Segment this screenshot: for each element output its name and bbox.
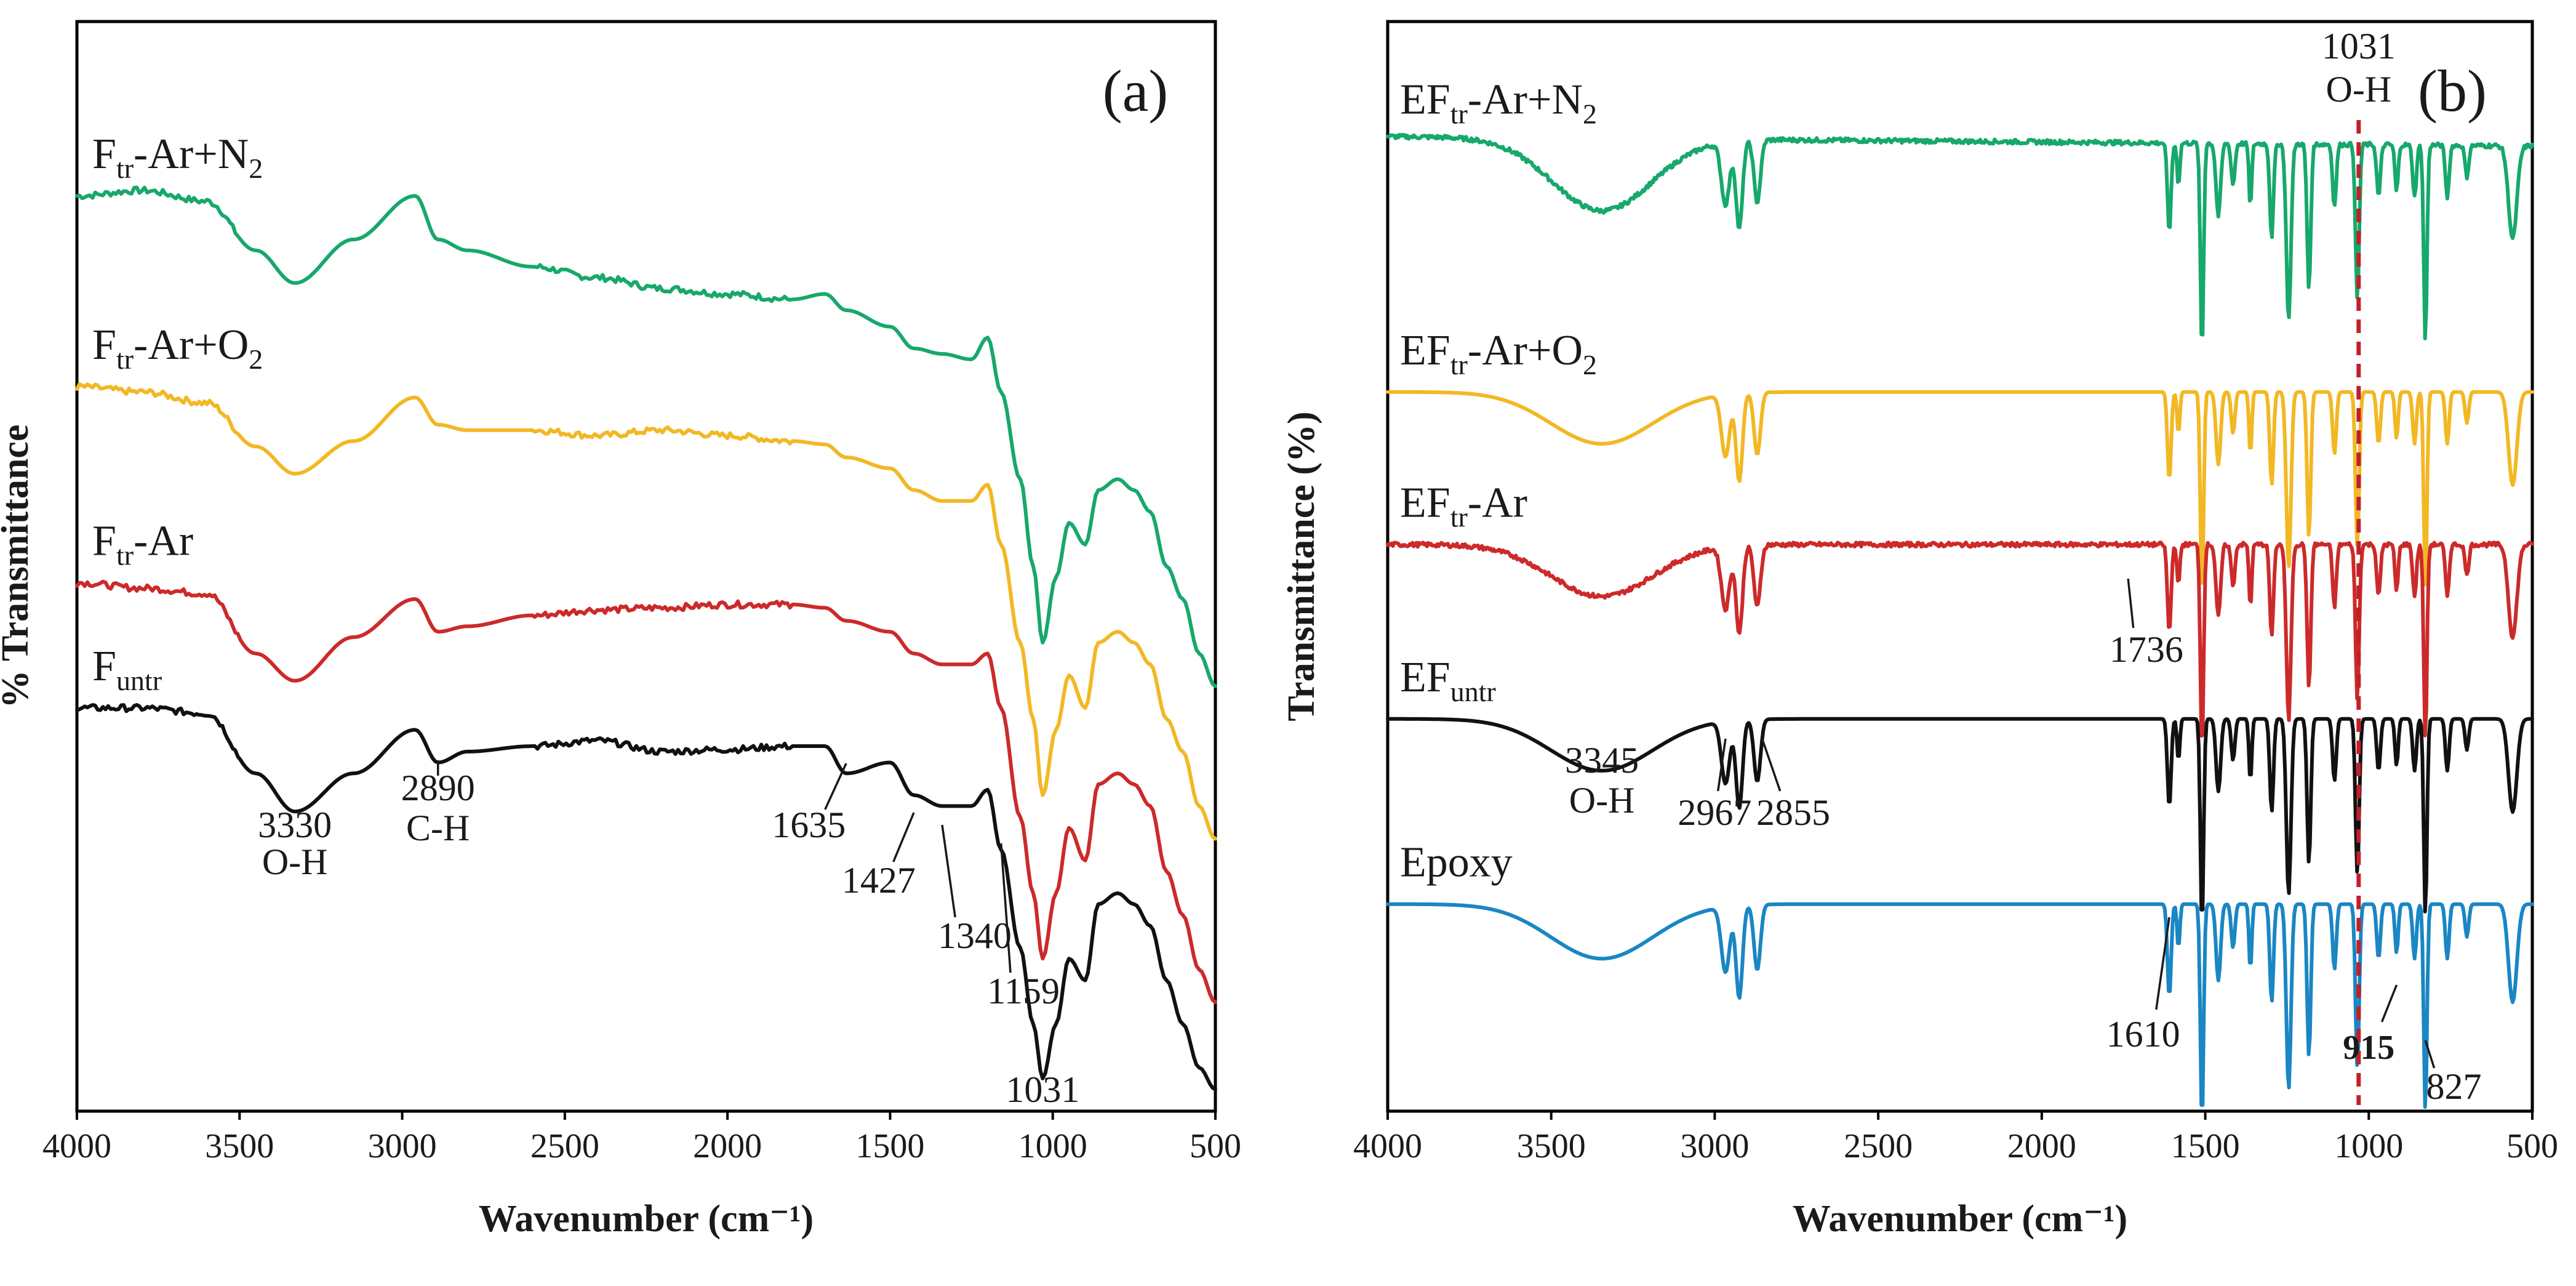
series-label: Ftr-Ar+O2 — [92, 321, 263, 375]
annotation-wavenumber: 1427 — [842, 860, 916, 901]
series-label: EFuntr — [1400, 654, 1496, 707]
x-tick-label: 2500 — [530, 1127, 599, 1165]
annotation-leader — [892, 812, 915, 862]
x-tick-label: 3500 — [205, 1127, 274, 1165]
x-tick-label: 2500 — [1844, 1127, 1913, 1165]
series-line-ef-tr-ar-o2 — [1386, 390, 2534, 587]
annotation-wavenumber: 827 — [2426, 1066, 2481, 1107]
annotation-bond: O-H — [1569, 780, 1635, 821]
annotation-leader — [999, 843, 1012, 973]
annotation-wavenumber: 3345 — [1565, 740, 1639, 781]
x-tick-label: 3000 — [1680, 1127, 1749, 1165]
series-line-f-tr-ar — [75, 579, 1217, 1004]
panel-tag: (b) — [2418, 58, 2487, 124]
series-label: Epoxy — [1400, 839, 1513, 886]
plot-frame-a — [75, 20, 1217, 1113]
x-tick-label: 1000 — [2334, 1127, 2403, 1165]
annotation-bond: O-H — [262, 842, 328, 882]
series-line-ef-tr-ar — [1386, 541, 2534, 738]
annotation-leader — [2424, 1040, 2436, 1069]
series-line-f-tr-ar-o2 — [75, 382, 1217, 841]
series-label: EFtr-Ar — [1400, 480, 1527, 533]
x-tick-label: 2000 — [693, 1127, 762, 1165]
annotation-leader — [2127, 578, 2135, 629]
series-line-epoxy — [1386, 902, 2534, 1109]
annotation-leader — [1717, 738, 1727, 792]
series-line-ef-untr — [1386, 717, 2534, 914]
series-line-ef-tr-ar-n2 — [1386, 132, 2534, 340]
annotation-leader — [941, 824, 956, 918]
annotation-wavenumber: 1340 — [938, 915, 1012, 956]
plot-frame-b — [1386, 20, 2534, 1113]
marker-label-bond: O-H — [2326, 69, 2391, 110]
y-axis-label: % Transmittance — [0, 425, 36, 709]
annotation-bond: C-H — [406, 808, 470, 848]
annotation-wavenumber: 915 — [2343, 1029, 2394, 1067]
annotation-wavenumber: 2967 — [1678, 792, 1751, 833]
series-line-f-untr — [75, 703, 1217, 1091]
annotation-leader — [824, 763, 847, 810]
series-label: Funtr — [92, 643, 162, 696]
marker-label-wavenumber: 1031 — [2322, 26, 2396, 66]
x-tick-label: 500 — [1190, 1127, 1241, 1165]
x-tick-label: 3500 — [1517, 1127, 1586, 1165]
annotation-leader — [2380, 984, 2398, 1023]
annotation-wavenumber: 3330 — [258, 805, 332, 845]
y-axis-label: Transmittance (%) — [1281, 411, 1322, 721]
annotation-wavenumber: 1031 — [1006, 1069, 1079, 1110]
annotation-wavenumber: 2890 — [401, 768, 475, 808]
annotation-wavenumber: 1610 — [2106, 1014, 2180, 1055]
panel-tag: (a) — [1103, 58, 1169, 124]
x-tick-label: 1500 — [2171, 1127, 2240, 1165]
annotation-wavenumber: 1635 — [772, 805, 846, 845]
x-tick-label: 1000 — [1018, 1127, 1087, 1165]
x-tick-label: 4000 — [1353, 1127, 1422, 1165]
annotation-leader — [1761, 738, 1782, 792]
x-tick-label: 1500 — [855, 1127, 924, 1165]
x-axis-label: Wavenumber (cm⁻¹) — [1793, 1198, 2127, 1240]
annotation-wavenumber: 1159 — [987, 971, 1060, 1011]
series-label: EFtr-Ar+N2 — [1400, 76, 1597, 130]
series-label: EFtr-Ar+O2 — [1400, 327, 1597, 380]
annotation-leader — [2155, 917, 2170, 1010]
x-tick-label: 500 — [2506, 1127, 2558, 1165]
annotation-wavenumber: 1736 — [2110, 629, 2183, 670]
annotation-wavenumber: 2855 — [1756, 792, 1830, 833]
x-tick-label: 4000 — [42, 1127, 111, 1165]
series-label: Ftr-Ar — [92, 518, 193, 571]
series-label: Ftr-Ar+N2 — [92, 131, 263, 184]
x-axis-label: Wavenumber (cm⁻¹) — [479, 1198, 814, 1240]
series-line-f-tr-ar-n2 — [75, 185, 1217, 688]
x-tick-label: 3000 — [368, 1127, 437, 1165]
x-tick-label: 2000 — [2007, 1127, 2076, 1165]
